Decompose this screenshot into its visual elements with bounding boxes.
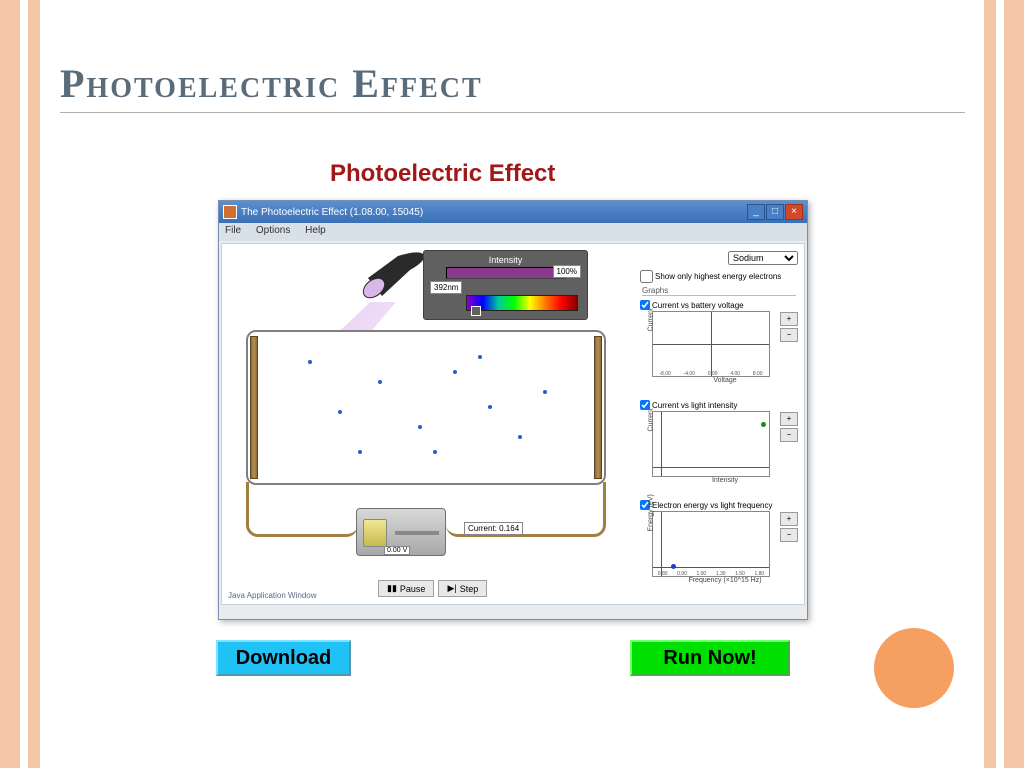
electron: [518, 435, 522, 439]
right-panel: Sodium Show only highest energy electron…: [638, 248, 800, 600]
highest-energy-checkbox[interactable]: [640, 270, 653, 283]
graph-toggle-1[interactable]: Current vs light intensity: [640, 400, 798, 410]
zoom-out-0[interactable]: −: [780, 328, 798, 342]
electron: [478, 355, 482, 359]
graph-xlabel-0: Voltage: [652, 377, 798, 384]
electron: [488, 405, 492, 409]
intensity-fill: [447, 268, 565, 278]
slide-subtitle: Photoelectric Effect: [330, 160, 555, 188]
step-icon: ▶|: [447, 583, 456, 594]
graph-plot-0: -8.00-4.000.004.008.00Current: [652, 311, 770, 377]
wavelength-value: 392nm: [430, 281, 462, 294]
slide-border-left: [0, 0, 20, 768]
x-ticks-2: 0.800.901.001.301.501.80: [653, 571, 769, 577]
pause-button[interactable]: ▮▮Pause: [378, 580, 434, 597]
app-icon: [223, 205, 237, 219]
battery-cell-icon: [363, 519, 387, 547]
electron: [418, 425, 422, 429]
zoom-buttons-2: +−: [780, 512, 798, 542]
graph-block-2: Electron energy vs light frequency0.800.…: [640, 500, 798, 584]
java-footer: Java Application Window: [228, 591, 317, 600]
circuit-wire-left: [246, 482, 358, 537]
zoom-buttons-0: +−: [780, 312, 798, 342]
graph-xlabel-1: Intensity: [652, 477, 798, 484]
close-button[interactable]: ×: [785, 204, 803, 220]
menu-help[interactable]: Help: [305, 225, 326, 236]
intensity-panel: Intensity 100% 392nm: [423, 250, 588, 320]
electron: [338, 410, 342, 414]
window-title: The Photoelectric Effect (1.08.00, 15045…: [241, 207, 747, 218]
wavelength-spectrum[interactable]: [466, 295, 578, 311]
lamp-icon: [338, 248, 428, 308]
slide-border-inner-right: [984, 0, 996, 768]
target-select[interactable]: Sodium: [728, 251, 798, 265]
run-now-button[interactable]: Run Now!: [630, 640, 790, 676]
decorative-circle: [874, 628, 954, 708]
graph-ylabel-2: Energy (eV): [648, 494, 655, 531]
app-body: Intensity 100% 392nm: [221, 243, 805, 605]
graph-ylabel-0: Current: [648, 308, 655, 331]
download-button[interactable]: Download: [216, 640, 351, 676]
graph-ylabel-1: Current: [648, 408, 655, 431]
graph-label-2: Electron energy vs light frequency: [652, 501, 773, 510]
graphs-header: Graphs: [642, 286, 796, 296]
zoom-in-1[interactable]: +: [780, 412, 798, 426]
zoom-in-0[interactable]: +: [780, 312, 798, 326]
graph-label-0: Current vs battery voltage: [652, 301, 744, 310]
pause-icon: ▮▮: [387, 583, 397, 594]
highest-energy-label: Show only highest energy electrons: [655, 272, 781, 281]
menu-file[interactable]: File: [225, 225, 241, 236]
data-point: [671, 564, 676, 569]
zoom-in-2[interactable]: +: [780, 512, 798, 526]
menu-options[interactable]: Options: [256, 225, 290, 236]
target-select-wrap: Sodium: [728, 248, 798, 266]
battery-slider[interactable]: [395, 531, 439, 535]
data-point: [761, 422, 766, 427]
pause-label: Pause: [400, 584, 426, 594]
intensity-label: Intensity: [428, 255, 583, 265]
vacuum-tube: [246, 330, 606, 485]
wavelength-handle[interactable]: [471, 306, 481, 316]
menu-bar: File Options Help: [219, 223, 807, 241]
zoom-buttons-1: +−: [780, 412, 798, 442]
slide-border-inner-left: [28, 0, 40, 768]
x-ticks-0: -8.00-4.000.004.008.00: [653, 371, 769, 377]
graph-plot-1: Current: [652, 411, 770, 477]
step-label: Step: [460, 584, 479, 594]
graph-xlabel-2: Frequency (×10^15 Hz): [652, 577, 798, 584]
collector-plate: [594, 336, 602, 479]
electron: [358, 450, 362, 454]
graph-toggle-2[interactable]: Electron energy vs light frequency: [640, 500, 798, 510]
slide-title: Photoelectric Effect: [60, 60, 483, 107]
intensity-slider[interactable]: [446, 267, 566, 279]
maximize-button[interactable]: □: [766, 204, 784, 220]
emitter-plate: [250, 336, 258, 479]
graph-plot-2: 0.800.901.001.301.501.80Energy (eV): [652, 511, 770, 577]
electron: [308, 360, 312, 364]
step-button[interactable]: ▶| Step: [438, 580, 487, 597]
window-titlebar[interactable]: The Photoelectric Effect (1.08.00, 15045…: [219, 201, 807, 223]
electron: [453, 370, 457, 374]
playback-controls: ▮▮Pause ▶| Step: [378, 580, 487, 597]
highest-energy-option[interactable]: Show only highest energy electrons: [640, 270, 781, 283]
electron: [378, 380, 382, 384]
graph-toggle-0[interactable]: Current vs battery voltage: [640, 300, 798, 310]
minimize-button[interactable]: _: [747, 204, 765, 220]
slide-border-right: [1004, 0, 1024, 768]
intensity-value: 100%: [553, 265, 581, 278]
graph-block-0: Current vs battery voltage-8.00-4.000.00…: [640, 300, 798, 384]
graph-label-1: Current vs light intensity: [652, 401, 737, 410]
zoom-out-1[interactable]: −: [780, 428, 798, 442]
battery-voltage: 0.00 V: [384, 546, 410, 555]
app-window: The Photoelectric Effect (1.08.00, 15045…: [218, 200, 808, 620]
zoom-out-2[interactable]: −: [780, 528, 798, 542]
simulation-area: Intensity 100% 392nm: [228, 250, 636, 568]
current-display: Current: 0.164: [464, 522, 523, 535]
electron: [433, 450, 437, 454]
electron: [543, 390, 547, 394]
graph-block-1: Current vs light intensityCurrentIntensi…: [640, 400, 798, 484]
